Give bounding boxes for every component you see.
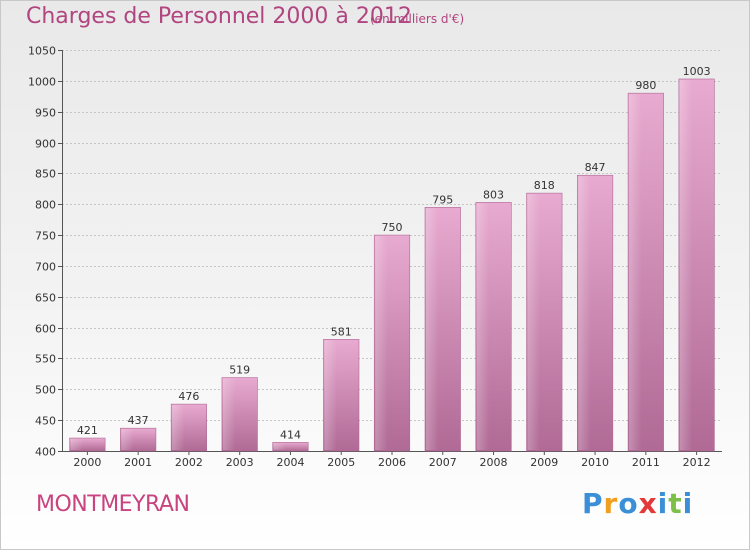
x-tick-label: 2012 (683, 456, 711, 469)
x-tick-label: 2006 (378, 456, 406, 469)
y-tick-label: 900 (35, 138, 56, 151)
chart-title: Charges de Personnel 2000 à 2012 (26, 4, 412, 29)
bar-highlight (273, 443, 287, 450)
y-tick-label: 650 (35, 292, 56, 305)
data-label: 437 (128, 414, 149, 427)
data-label: 795 (432, 193, 453, 206)
logo-letter: r (603, 487, 619, 520)
bar-highlight (375, 236, 388, 450)
data-label: 803 (483, 188, 504, 201)
bars (69, 78, 715, 452)
bar-highlight (527, 194, 540, 450)
commune-name: MONTMEYRAN (36, 492, 190, 517)
data-label: 1003 (683, 65, 711, 78)
x-tick-label: 2008 (480, 456, 508, 469)
bar-highlight (629, 94, 642, 450)
x-tick-label: 2005 (327, 456, 355, 469)
bar-highlight (578, 176, 591, 450)
logo-letter: x (638, 487, 658, 520)
x-tick-label: 2000 (73, 456, 101, 469)
y-tick-label: 1000 (28, 76, 56, 89)
x-tick-label: 2007 (429, 456, 457, 469)
bar-highlight (426, 208, 439, 450)
bar (272, 442, 309, 452)
x-tick-label: 2004 (276, 456, 304, 469)
logo-letter: i (682, 487, 694, 520)
y-tick-label: 850 (35, 168, 56, 181)
y-tick-label: 700 (35, 261, 56, 274)
y-tick-label: 750 (35, 230, 56, 243)
proxiti-logo[interactable]: Proxiti (582, 487, 693, 520)
x-tick-label: 2002 (175, 456, 203, 469)
y-tick-label: 550 (35, 353, 56, 366)
data-label: 980 (635, 79, 656, 92)
x-tick-label: 2001 (124, 456, 152, 469)
y-tick-label: 450 (35, 415, 56, 428)
bar-highlight (70, 439, 84, 450)
bar-highlight (324, 340, 337, 450)
data-label: 519 (229, 364, 250, 377)
y-tick-label: 1050 (28, 45, 56, 58)
y-tick-label: 500 (35, 384, 56, 397)
labels: 421 2000 437 2001 476 2002 519 2003 414 2004 581 20… (73, 65, 710, 469)
logo-letter: i (657, 487, 669, 520)
data-label: 421 (77, 424, 98, 437)
data-label: 476 (178, 390, 199, 403)
bar-highlight (121, 429, 134, 450)
logo-letter: P (582, 487, 604, 520)
data-label: 818 (534, 179, 555, 192)
data-label: 750 (382, 221, 403, 234)
bar-highlight (172, 405, 185, 450)
logo-letter: o (618, 487, 639, 520)
bar-highlight (476, 203, 490, 450)
x-tick-label: 2003 (226, 456, 254, 469)
bar-highlight (679, 79, 693, 450)
data-label: 414 (280, 428, 301, 441)
data-label: 581 (331, 325, 352, 338)
y-tick-label: 400 (35, 446, 56, 459)
axes: 400 450 500 550 600 650 700 750 800 850 900 950 1000… (28, 45, 722, 459)
data-label: 847 (585, 161, 606, 174)
y-tick-label: 950 (35, 107, 56, 120)
logo-letter: t (668, 487, 683, 520)
x-tick-label: 2009 (530, 456, 558, 469)
bar-highlight (222, 378, 236, 450)
y-tick-label: 600 (35, 323, 56, 336)
chart-subtitle: (en milliers d'€) (370, 12, 465, 26)
y-tick-label: 800 (35, 199, 56, 212)
x-tick-label: 2010 (581, 456, 609, 469)
grid-lines (62, 50, 722, 452)
x-tick-label: 2011 (632, 456, 660, 469)
